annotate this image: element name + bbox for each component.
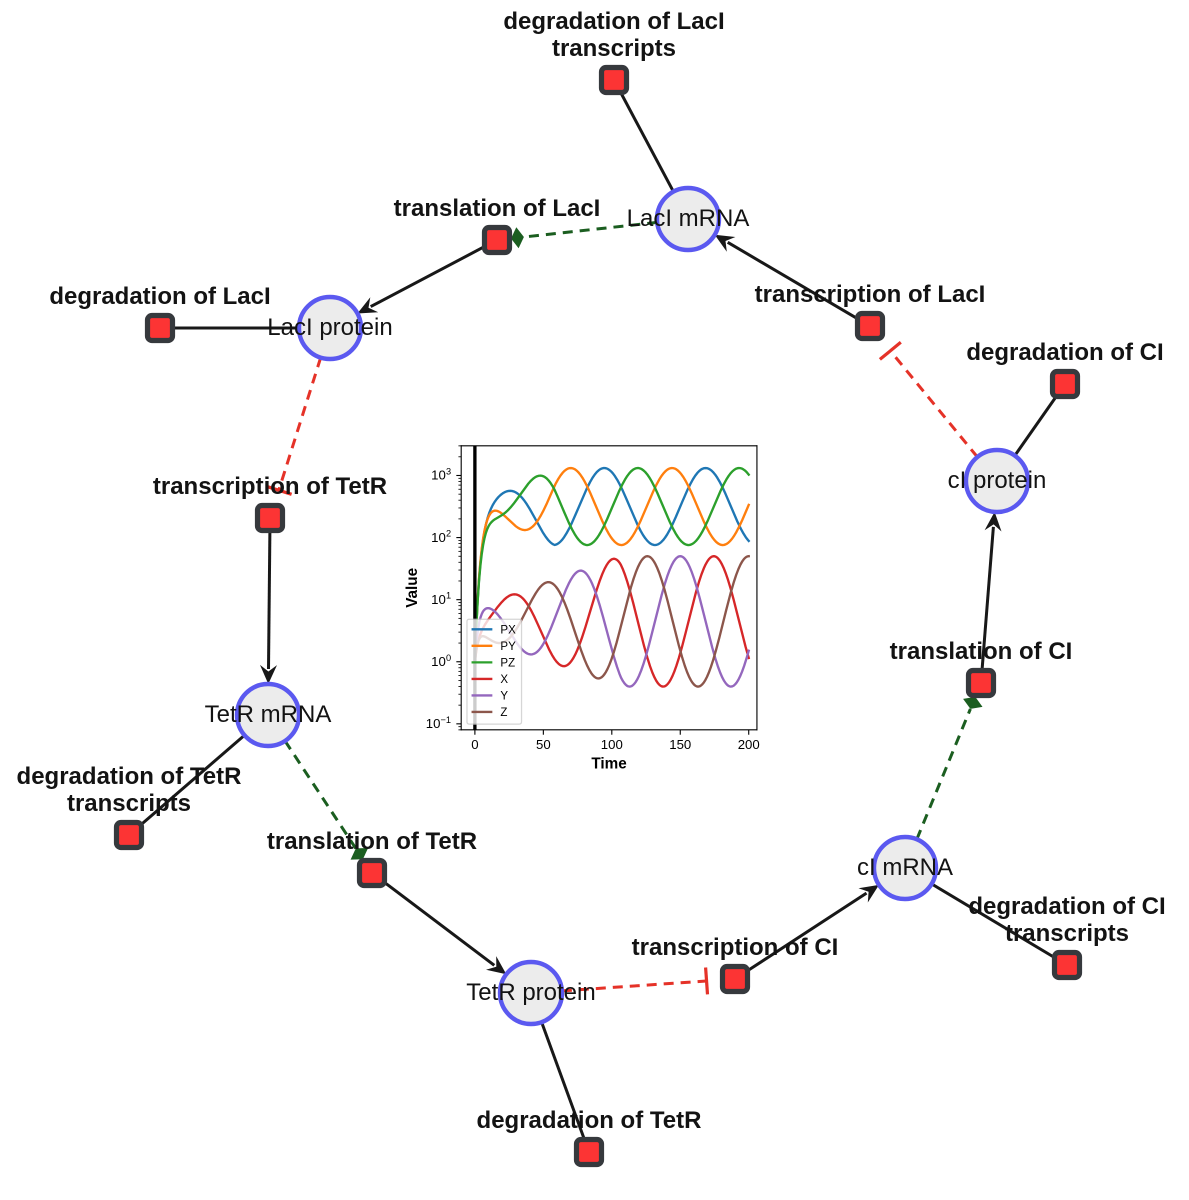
svg-text:0: 0 xyxy=(471,737,478,752)
svg-text:150: 150 xyxy=(669,737,691,752)
svg-text:PX: PX xyxy=(500,624,516,636)
svg-text:100: 100 xyxy=(601,737,623,752)
svg-text:200: 200 xyxy=(738,737,760,752)
svg-text:PZ: PZ xyxy=(500,657,515,669)
svg-text:Z: Z xyxy=(500,707,507,719)
svg-text:Y: Y xyxy=(500,690,508,702)
svg-text:Time: Time xyxy=(591,756,626,773)
svg-text:50: 50 xyxy=(536,737,551,752)
svg-text:PY: PY xyxy=(500,641,516,653)
svg-text:Value: Value xyxy=(404,568,421,608)
svg-text:X: X xyxy=(500,674,508,686)
